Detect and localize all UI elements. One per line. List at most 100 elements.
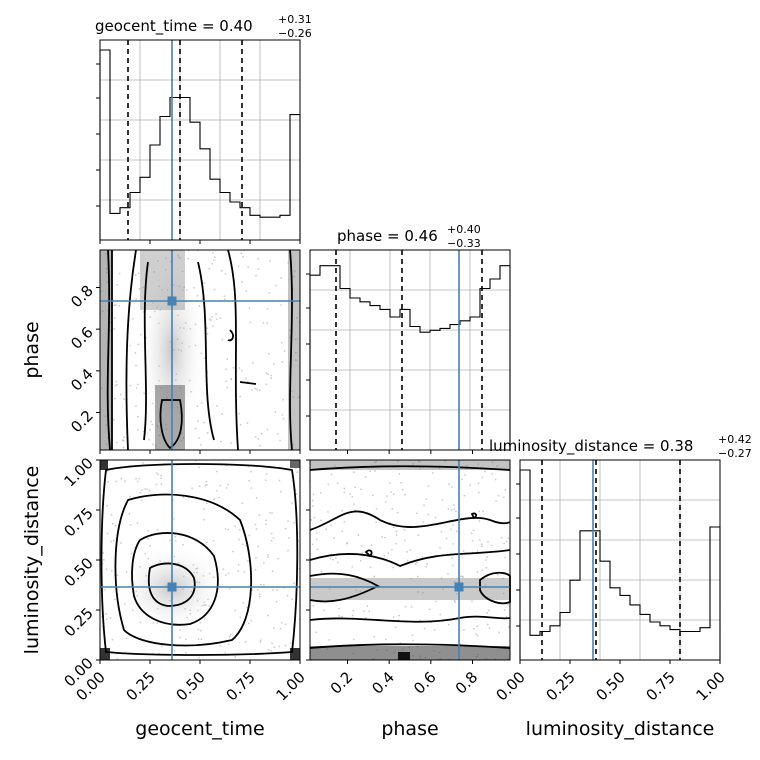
sample-point-20-230: [289, 642, 292, 644]
panel-distance-vs-geocent-time: 0.00 0.25 0.50 0.75 1.000.000.250.500.751.00…: [21, 454, 309, 704]
sample-point-20-193: [116, 574, 119, 577]
title-phase-sub: −0.33: [447, 237, 481, 250]
sample-point-21-172: [411, 634, 414, 637]
sample-point-10-27: [274, 411, 277, 413]
sample-point-21-233: [357, 534, 360, 536]
sample-point-21-75: [341, 530, 344, 533]
title-geocent-time: geocent_time = 0.40: [95, 17, 253, 36]
xlabel-geocent-time: geocent_time: [135, 718, 264, 740]
sample-point-21-68: [375, 508, 378, 510]
sample-point-21-141: [340, 615, 343, 618]
xtick-label-geocent-bottom-3: 0.75: [222, 668, 258, 704]
ylabel-luminosity-distance: luminosity_distance: [21, 466, 43, 655]
sample-point-21-65: [316, 532, 318, 534]
ytick-label-phase-left-0: 0.2: [67, 407, 97, 437]
sample-point-10-246: [200, 402, 203, 404]
sample-point-10-174: [118, 304, 121, 307]
sample-point-20-179: [290, 502, 293, 504]
sample-point-21-109: [452, 542, 455, 545]
sample-point-20-196: [244, 641, 247, 643]
title-geocent-time-sup: +0.31: [278, 13, 312, 26]
sample-point-21-146: [475, 633, 478, 635]
sample-point-20-52: [205, 483, 208, 486]
sample-point-21-118: [410, 606, 413, 608]
sample-point-10-212: [213, 288, 216, 291]
xtick-label-phase-bottom-1: 0.4: [368, 668, 398, 698]
sample-point-21-120: [392, 616, 395, 618]
sample-point-20-55: [243, 570, 246, 573]
sample-point-21-66: [480, 543, 483, 546]
contour-island-1: [239, 381, 257, 385]
sample-point-20-257: [237, 570, 240, 573]
sample-point-10-84: [265, 383, 268, 386]
sample-point-21-43: [336, 482, 339, 485]
sample-point-21-32: [338, 607, 340, 610]
sample-point-20-174: [169, 539, 171, 542]
sample-point-21-7: [447, 507, 450, 510]
ylabel-phase: phase: [21, 321, 43, 378]
sample-point-20-198: [147, 529, 149, 532]
sample-point-21-112: [351, 565, 354, 568]
sample-point-10-202: [270, 377, 273, 380]
sample-point-10-90: [152, 443, 154, 446]
sample-point-20-226: [112, 539, 115, 542]
sample-point-21-10: [409, 549, 412, 551]
sample-point-21-177: [459, 575, 462, 578]
sample-point-21-187: [427, 513, 430, 516]
sample-point-21-84: [384, 500, 387, 503]
sample-point-20-127: [184, 638, 187, 641]
sample-point-10-127: [281, 360, 284, 363]
hist-phase: [309, 265, 511, 450]
sample-point-20-239: [222, 568, 225, 571]
sample-point-10-89: [129, 344, 131, 347]
sample-point-20-83: [277, 557, 280, 560]
sample-point-21-215: [449, 528, 452, 531]
sample-point-20-170: [113, 598, 116, 601]
sample-point-10-77: [198, 437, 200, 439]
density-top: [140, 250, 185, 310]
sample-point-20-234: [258, 593, 261, 596]
density-edge-left: [100, 250, 112, 450]
sample-point-20-95: [102, 551, 105, 554]
hist-luminosity-distance: [519, 469, 721, 660]
sample-point-21-152: [448, 483, 451, 486]
sample-point-21-56: [392, 526, 395, 529]
sample-point-20-110: [241, 502, 244, 505]
sample-point-21-243: [451, 564, 454, 567]
sample-point-20-70: [269, 511, 271, 514]
panel-geocent-time-hist: geocent_time = 0.40 +0.31 −0.26: [95, 13, 312, 244]
sample-point-20-48: [156, 528, 159, 531]
contour-edge-left-2: [106, 249, 111, 451]
ytick-label-phase-left-2: 0.6: [67, 323, 97, 353]
panel-phase-hist: phase = 0.46 +0.40 −0.33: [306, 223, 511, 454]
sample-point-21-30: [473, 628, 475, 630]
sample-point-20-37: [191, 487, 194, 490]
sample-point-21-37: [384, 638, 387, 641]
sample-point-10-148: [202, 282, 205, 284]
sample-point-21-106: [351, 496, 354, 498]
sample-point-10-87: [220, 269, 223, 272]
sample-point-20-119: [262, 584, 265, 586]
sample-point-10-244: [241, 280, 243, 283]
sample-point-10-82: [239, 395, 242, 398]
sample-point-10-199: [282, 398, 285, 401]
sample-point-20-172: [256, 589, 259, 591]
xtick-label-geocent-bottom-2: 0.50: [172, 668, 208, 704]
sample-point-21-31: [425, 498, 428, 501]
sample-point-10-159: [258, 389, 261, 392]
sample-point-10-53: [247, 266, 250, 269]
sample-point-20-202: [228, 635, 231, 638]
sample-point-20-159: [197, 638, 200, 640]
sample-point-20-16: [279, 627, 282, 630]
sample-point-10-257: [118, 272, 121, 275]
sample-point-21-52: [417, 534, 420, 537]
sample-point-21-6: [319, 491, 322, 494]
sample-point-10-80: [283, 350, 286, 352]
sample-point-10-78: [216, 405, 218, 407]
sample-point-10-52: [135, 298, 137, 301]
sample-point-10-248: [251, 389, 253, 391]
sample-point-20-9: [136, 522, 139, 524]
sample-point-21-183: [364, 476, 367, 478]
sample-point-21-151: [404, 605, 407, 608]
sample-point-10-109: [114, 384, 117, 387]
